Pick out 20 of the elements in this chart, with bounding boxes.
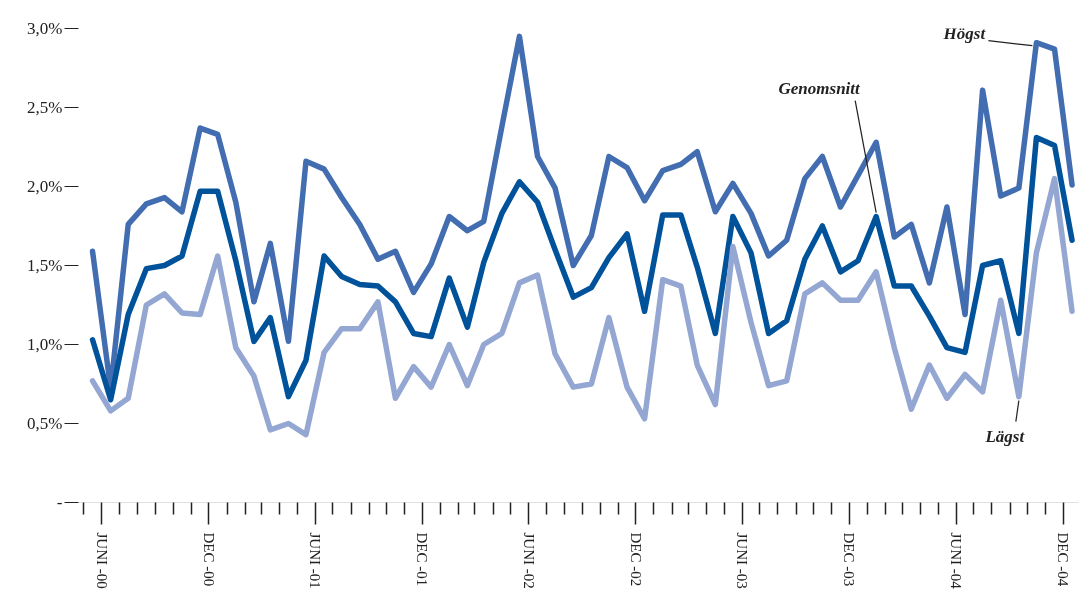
x-tick-label: JUNI -03 — [734, 532, 751, 589]
x-tick-label: DEC -01 — [414, 532, 431, 587]
y-tick-label: 1,0% — [27, 335, 63, 354]
x-tick-label: DEC -04 — [1055, 532, 1072, 587]
y-tick-label: 1,5% — [27, 256, 63, 275]
y-tick-label: 2,0% — [27, 177, 63, 196]
x-tick-label: DEC -02 — [627, 532, 644, 587]
x-tick-label: DEC -00 — [200, 532, 217, 587]
y-tick-label: 2,5% — [27, 98, 63, 117]
y-tick-label: 0,5% — [27, 414, 63, 433]
x-tick-label: JUNI -00 — [93, 532, 110, 589]
x-tick-label: DEC -03 — [841, 532, 858, 587]
x-tick-label: JUNI -02 — [520, 532, 537, 589]
x-tick-label: JUNI -01 — [307, 532, 324, 589]
text: Genomsnitt — [778, 79, 862, 99]
y-tick-label: 3,0% — [27, 19, 63, 38]
series-label: Lägst — [984, 427, 1026, 447]
y-tick-label: - — [56, 493, 63, 512]
text: Högst — [942, 24, 987, 44]
x-tick-label: JUNI -04 — [948, 532, 965, 590]
